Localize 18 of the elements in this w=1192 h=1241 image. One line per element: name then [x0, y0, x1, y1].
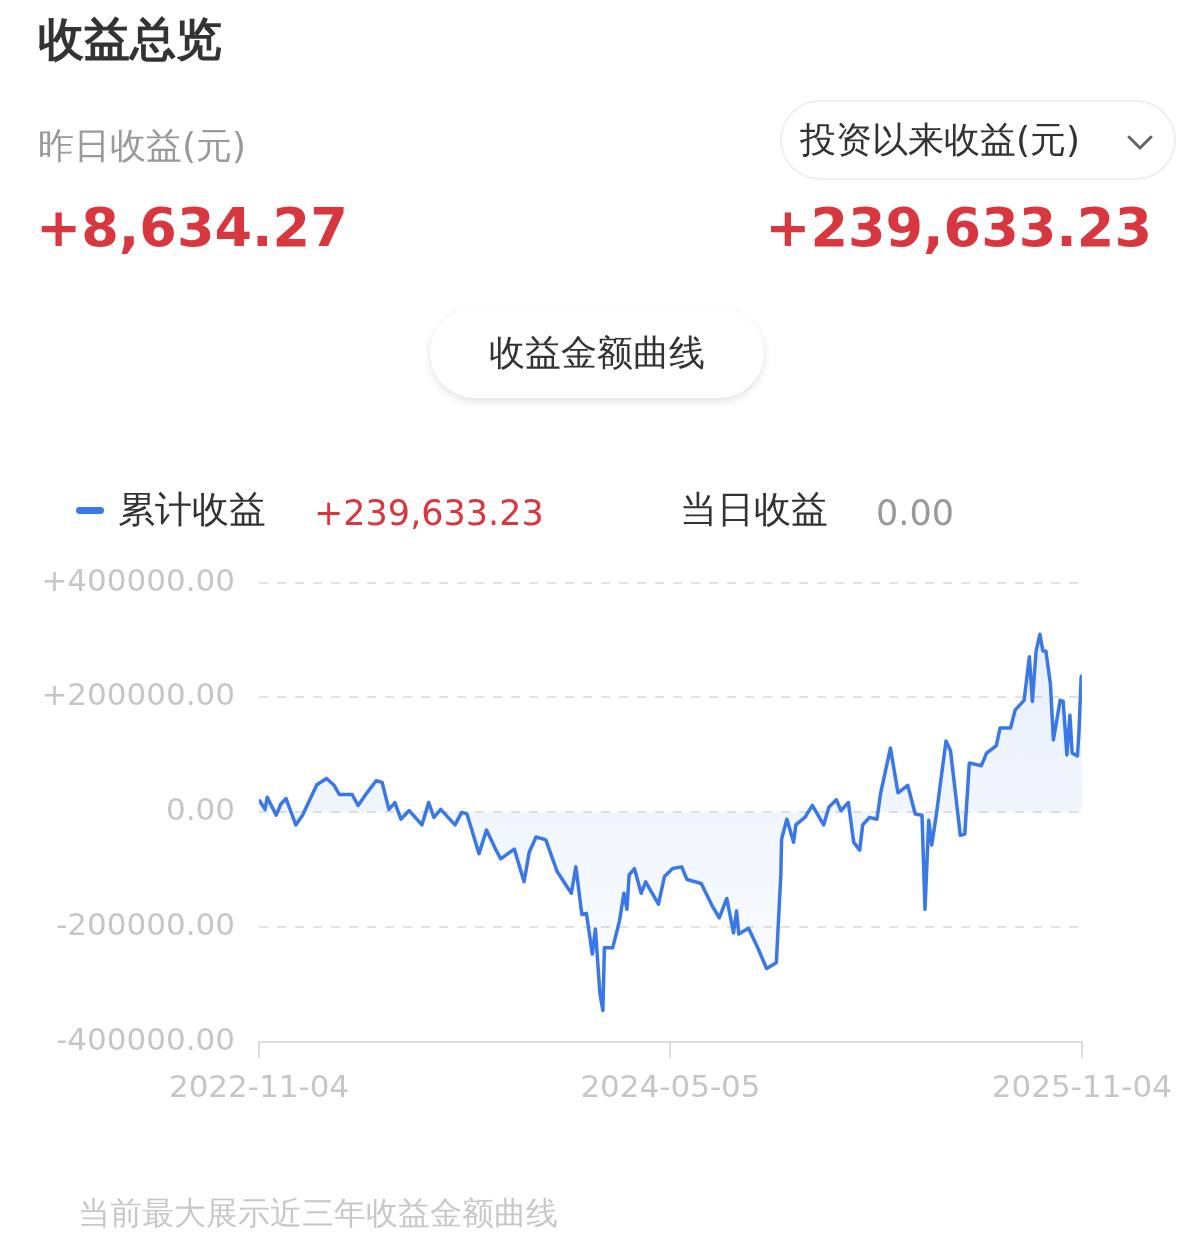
y-tick-label: +200000.00 — [41, 676, 235, 713]
legend-label: 累计收益 — [118, 488, 266, 531]
text: 昨日收益(元) — [38, 125, 247, 166]
x-tick-label: 2022-11-04 — [168, 1067, 350, 1104]
text: +239,633.23 — [314, 493, 544, 533]
y-tick-label: -200000.00 — [56, 906, 235, 943]
text: 投资以来收益(元) — [800, 119, 1081, 160]
chart-title: 收益总览 — [38, 12, 222, 66]
text: 当日收益 — [680, 488, 828, 531]
text: +239,633.23 — [765, 196, 1152, 259]
y-tick-label: -400000.00 — [56, 1021, 235, 1058]
y-tick-label: 0.00 — [165, 791, 235, 828]
x-tick-label: 2025-11-04 — [991, 1067, 1173, 1104]
text: 0.00 — [876, 493, 954, 533]
y-tick-label: +400000.00 — [41, 561, 235, 598]
x-tick-label: 2024-05-05 — [580, 1067, 761, 1104]
text: +8,634.27 — [36, 196, 348, 259]
text: 收益金额曲线 — [489, 332, 705, 374]
